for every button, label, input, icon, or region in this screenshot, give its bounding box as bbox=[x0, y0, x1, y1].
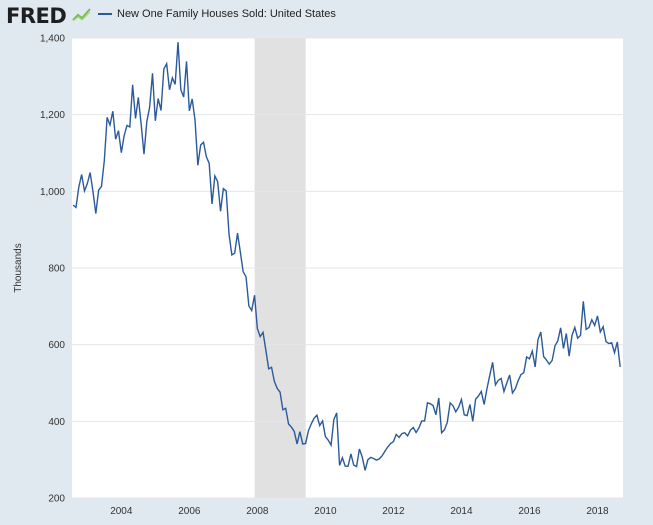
y-tick-label: 1,200 bbox=[40, 110, 65, 121]
x-tick-label: 2010 bbox=[314, 506, 337, 517]
x-tick-label: 2012 bbox=[382, 506, 405, 517]
x-tick-labels-group: 2004 2006 2008 2010 2012 2014 2016 2018 bbox=[110, 506, 609, 517]
x-tick-label: 2006 bbox=[178, 506, 201, 517]
y-tick-labels-group: 200 400 600 800 1,000 1,200 1,400 bbox=[40, 34, 65, 505]
x-tick-label: 2004 bbox=[110, 506, 133, 517]
x-tick-label: 2014 bbox=[450, 506, 473, 517]
fred-logo[interactable]: FRED bbox=[6, 4, 67, 28]
series-line-new-one-family-houses-sold bbox=[72, 42, 621, 471]
chart-header: FRED New One Family Houses Sold: United … bbox=[0, 0, 653, 32]
y-tick-label: 200 bbox=[48, 494, 65, 505]
chart-legend: New One Family Houses Sold: United State… bbox=[98, 8, 336, 20]
x-tick-label: 2018 bbox=[586, 506, 609, 517]
y-tick-label: 1,000 bbox=[40, 187, 65, 198]
legend-label: New One Family Houses Sold: United State… bbox=[117, 8, 336, 20]
legend-swatch bbox=[98, 13, 112, 15]
gridlines-group bbox=[72, 37, 623, 499]
y-tick-label: 800 bbox=[48, 264, 65, 275]
y-axis-label: Thousands bbox=[13, 243, 24, 292]
y-tick-label: 600 bbox=[48, 340, 65, 351]
trend-line-icon bbox=[72, 8, 91, 22]
y-tick-label: 400 bbox=[48, 417, 65, 428]
y-tick-label: 1,400 bbox=[40, 34, 65, 45]
x-tick-label: 2008 bbox=[246, 506, 269, 517]
x-tick-label: 2016 bbox=[518, 506, 541, 517]
